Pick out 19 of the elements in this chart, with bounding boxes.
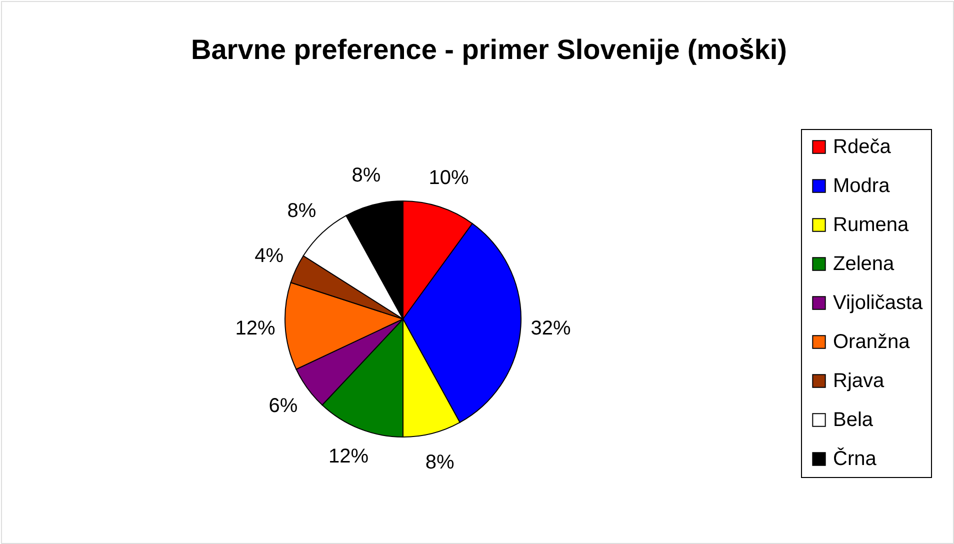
data-label: 12% — [328, 446, 369, 468]
legend-label: Rjava — [833, 370, 886, 392]
legend-label: Oranžna — [833, 331, 911, 353]
data-label: 4% — [254, 244, 284, 267]
legend-label: Črna — [833, 447, 878, 470]
legend-label: Modra — [833, 175, 891, 197]
legend-label: Rdeča — [833, 136, 892, 158]
legend-label: Vijoličasta — [833, 292, 924, 314]
data-label: 32% — [530, 317, 571, 340]
legend-label: Rumena — [833, 214, 910, 236]
data-label: 6% — [268, 394, 298, 417]
data-label: 10% — [428, 167, 469, 190]
data-label: 8% — [352, 164, 381, 187]
data-label: 8% — [287, 200, 316, 222]
data-label: 8% — [425, 451, 454, 474]
legend-label: Bela — [833, 409, 874, 431]
data-label: 12% — [235, 317, 276, 340]
legend-label: Zelena — [833, 253, 896, 275]
chart-title: Barvne preference - primer Slovenije (moški) — [191, 34, 787, 65]
